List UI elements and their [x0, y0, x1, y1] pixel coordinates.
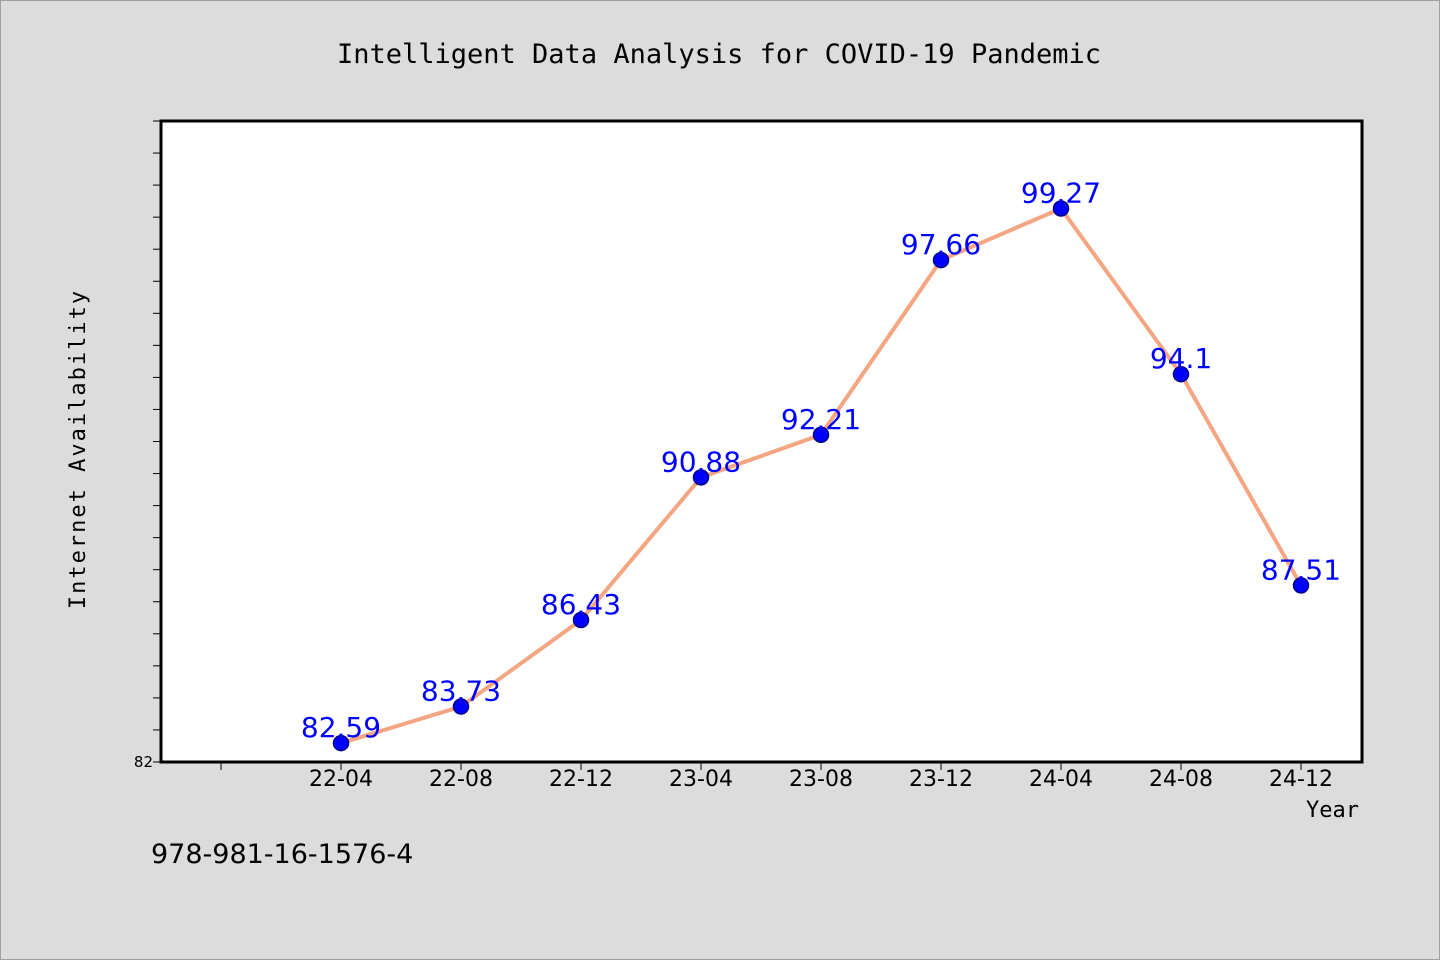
data-label: 87.51	[1261, 553, 1341, 586]
x-tick-label: 22-12	[549, 767, 613, 792]
x-tick-label: 23-04	[669, 767, 733, 792]
series-layer: 82.59 83.73 86.43 90.88 92.21 97.66 99.27 94.1 8…	[301, 176, 1341, 752]
data-point	[452, 698, 470, 715]
x-tick-label: 24-04	[1029, 767, 1093, 792]
x-tick-label: 24-12	[1269, 767, 1333, 792]
chart-title: Intelligent Data Analysis for COVID-19 P…	[337, 39, 1101, 70]
data-point	[692, 469, 710, 486]
plot-area	[159, 119, 1364, 764]
x-tick-label: 23-08	[789, 767, 853, 792]
data-label: 99.27	[1021, 176, 1101, 209]
data-point	[1172, 365, 1190, 383]
data-point	[932, 251, 950, 269]
data-point	[812, 426, 830, 444]
data-label: 94.1	[1150, 342, 1212, 375]
data-label: 86.43	[541, 588, 621, 621]
x-tick-label: 23-12	[909, 767, 973, 792]
data-label: 92.21	[781, 403, 861, 436]
data-point	[332, 734, 350, 752]
data-label: 82.59	[301, 711, 381, 744]
data-point	[1052, 200, 1070, 217]
y-axis-label: Internet Availability	[66, 289, 91, 609]
data-label: 97.66	[901, 228, 981, 261]
data-point	[1292, 577, 1310, 594]
y-axis-ticks	[153, 120, 161, 763]
x-tick-label: 24-08	[1149, 767, 1213, 792]
y-tick-label: 82	[134, 753, 153, 771]
data-point	[572, 611, 590, 629]
x-tick-label: 22-08	[429, 767, 493, 792]
x-tick-label: 22-04	[309, 767, 373, 792]
data-label: 83.73	[421, 675, 501, 708]
isbn-text: 978-981-16-1576-4	[151, 839, 413, 870]
x-axis-label: Year	[1306, 798, 1359, 823]
data-label: 90.88	[661, 445, 741, 478]
x-axis-ticks: 22-04 22-08 22-12 23-04 23-08 23-12 24-04 24-08…	[220, 762, 1333, 792]
